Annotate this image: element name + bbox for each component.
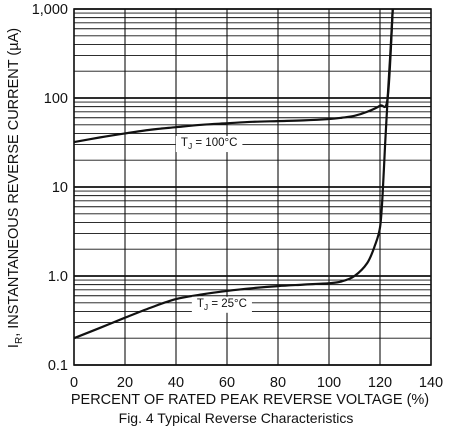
series-label-text: TJ = 25°C [197, 298, 247, 312]
series-label-1: TJ = 25°C [191, 296, 252, 313]
series-label-rest: = 100°C [192, 137, 237, 149]
series-label-background [191, 296, 252, 313]
y-tick-label: 100 [44, 91, 68, 107]
series-line-0 [73, 8, 394, 144]
series-label-subscript: J [188, 141, 192, 151]
series-label-main: T [197, 298, 204, 310]
x-tick-label: 120 [368, 375, 392, 391]
y-axis-title-rest: , INSTANTANEOUS REVERSE CURRENT (µA) [6, 28, 22, 337]
y-tick-label: 1,000 [32, 2, 68, 18]
y-axis-title-main: I [6, 344, 22, 348]
series-label-rest: = 25°C [208, 298, 247, 310]
tick-labels: 0 20 40 60 80 100 120 140 0.1 1.0 10 100 1,000 [32, 2, 443, 391]
series-label-text: TJ = 100°C [181, 137, 237, 151]
y-axis-title: IR, INSTANTANEOUS REVERSE CURRENT (µA) [6, 28, 25, 348]
series-label-main: T [181, 137, 188, 149]
series-line-1 [73, 8, 394, 340]
x-tick-label: 0 [70, 375, 78, 391]
x-tick-label: 60 [219, 375, 235, 391]
y-tick-label: 10 [52, 180, 68, 196]
x-tick-label: 80 [270, 375, 286, 391]
y-axis-title-subscript: R [14, 337, 25, 344]
x-tick-label: 100 [317, 375, 341, 391]
figure-caption: Fig. 4 Typical Reverse Characteristics [119, 410, 354, 426]
curves [73, 8, 394, 340]
y-tick-label: 0.1 [48, 358, 68, 374]
plot-frame [73, 8, 432, 366]
series-label-0: TJ = 100°C [175, 136, 243, 153]
x-tick-label: 20 [117, 375, 133, 391]
x-axis-title: PERCENT OF RATED PEAK REVERSE VOLTAGE (%… [71, 392, 429, 408]
x-tick-label: 40 [168, 375, 184, 391]
x-tick-label: 140 [419, 375, 443, 391]
grid-lines [73, 8, 432, 366]
series-label-subscript: J [204, 302, 208, 312]
curve-labels: TJ = 100°CTJ = 25°C [175, 136, 252, 313]
series-label-background [175, 136, 243, 153]
y-tick-label: 1.0 [48, 269, 68, 285]
